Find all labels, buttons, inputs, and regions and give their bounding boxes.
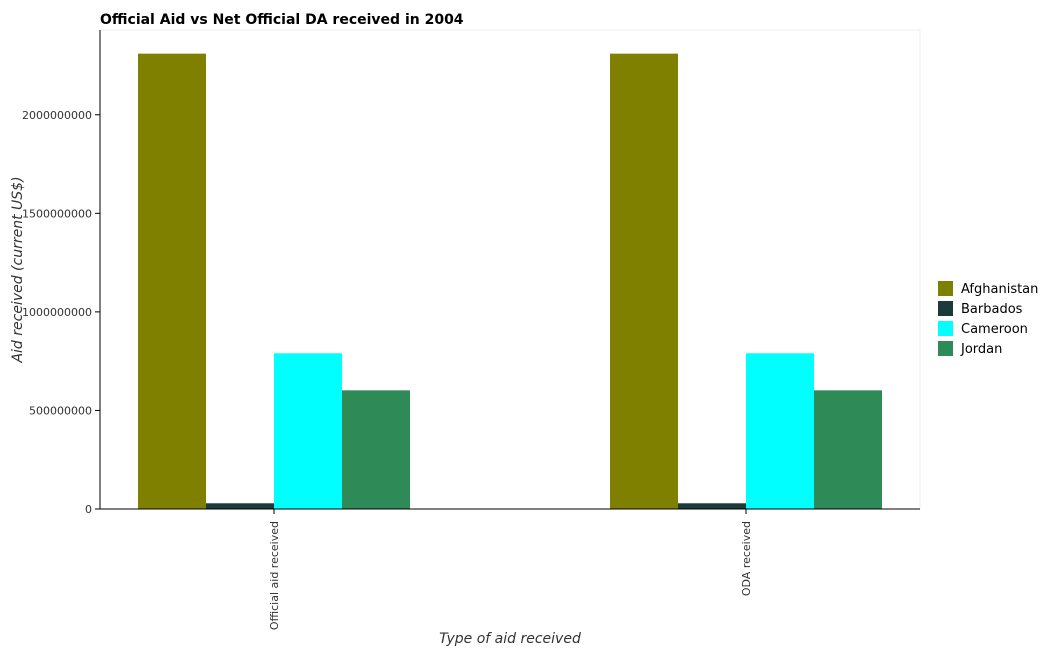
chart-title: Official Aid vs Net Official DA received… <box>100 12 464 28</box>
legend-swatch-afghanistan <box>938 281 953 296</box>
legend-label-cameroon: Cameroon <box>961 322 1028 337</box>
bar-cameroon-oda <box>746 353 814 509</box>
bar-cameroon-official-aid <box>274 353 342 509</box>
legend-label-jordan: Jordan <box>960 342 1002 357</box>
bar-barbados-oda <box>678 503 746 509</box>
x-tick-label: Official aid received <box>268 521 281 630</box>
y-tick-label: 0 <box>85 503 92 516</box>
y-tick-label: 2000000000 <box>22 109 92 122</box>
y-tick-label: 500000000 <box>29 404 92 417</box>
y-tick-label: 1000000000 <box>22 306 92 319</box>
bars-group <box>138 53 882 509</box>
legend: Afghanistan Barbados Cameroon Jordan <box>938 281 1038 357</box>
x-axis-label: Type of aid received <box>439 631 581 647</box>
legend-swatch-cameroon <box>938 321 953 336</box>
bar-afghanistan-oda <box>610 53 678 509</box>
bar-jordan-official-aid <box>342 390 410 509</box>
bar-afghanistan-official-aid <box>138 53 206 509</box>
legend-label-barbados: Barbados <box>961 302 1023 317</box>
x-tick-label: ODA received <box>740 521 753 596</box>
y-axis: 0 500000000 1000000000 1500000000 2000000000 <box>22 30 101 516</box>
legend-swatch-jordan <box>938 341 953 356</box>
bar-barbados-official-aid <box>206 503 274 509</box>
legend-swatch-barbados <box>938 301 953 316</box>
legend-label-afghanistan: Afghanistan <box>961 282 1038 297</box>
x-axis: Official aid received ODA received <box>100 508 920 630</box>
y-tick-label: 1500000000 <box>22 207 92 220</box>
y-axis-label: Aid received (current US$) <box>10 176 26 363</box>
bar-jordan-oda <box>814 390 882 509</box>
